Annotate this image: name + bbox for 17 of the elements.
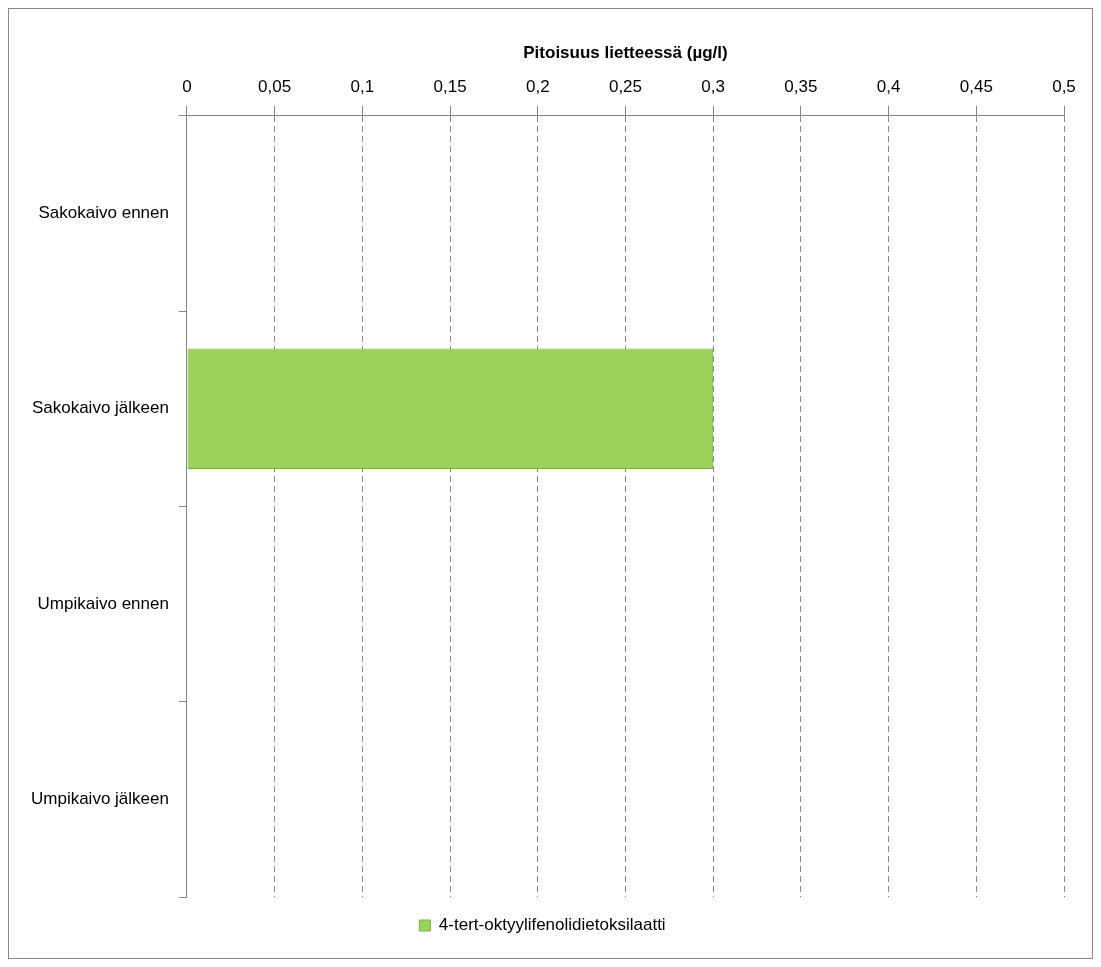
x-tick-label: 0,1 <box>350 77 375 97</box>
x-tick-label: 0,2 <box>525 77 550 97</box>
x-tick-label: 0,3 <box>701 77 725 97</box>
y-tick-label: Sakokaivo ennen <box>38 203 169 223</box>
y-tick-label: Sakokaivo jälkeen <box>31 398 169 418</box>
x-axis-title: Pitoisuus lietteessä (µg/l) <box>523 42 728 62</box>
y-tick-label: Umpikaivo ennen <box>37 593 169 613</box>
legend-label: 4-tert-oktyylifenolidietoksilaatti <box>438 915 666 935</box>
x-tick-label: 0,05 <box>258 77 292 97</box>
x-tick-label: 0 <box>182 77 192 97</box>
y-tick-label: Umpikaivo jälkeen <box>31 789 169 809</box>
x-tick-label: 0,4 <box>876 77 901 97</box>
x-tick-label: 0,45 <box>959 77 993 97</box>
x-tick-label: 0,15 <box>433 77 467 97</box>
x-tick-label: 0,5 <box>1052 77 1076 97</box>
x-tick-label: 0,25 <box>608 77 643 97</box>
x-tick-label: 0,35 <box>784 77 818 97</box>
